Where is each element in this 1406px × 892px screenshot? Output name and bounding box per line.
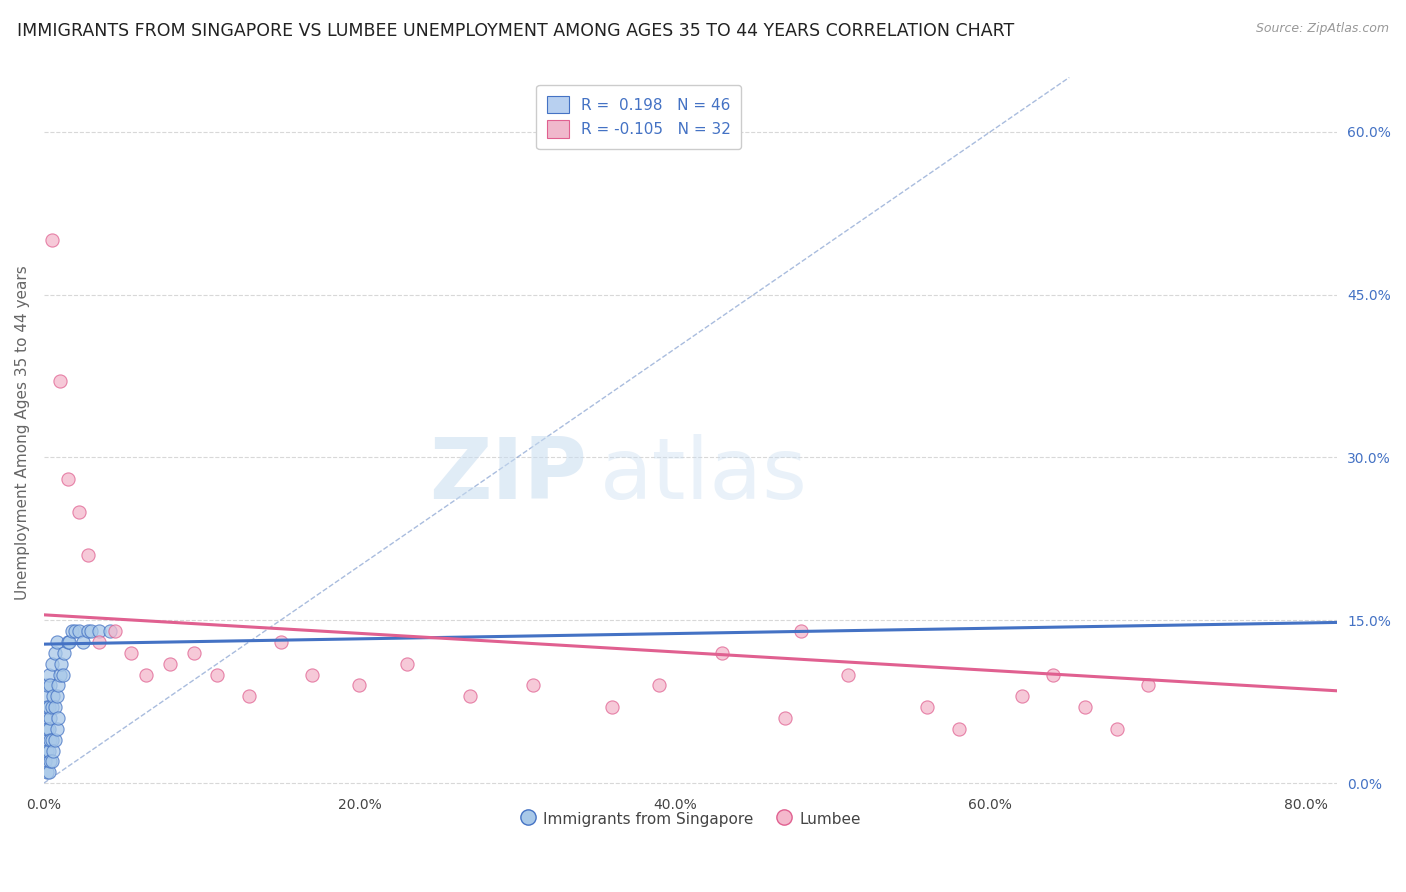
Point: [34, 690, 56, 704]
Point: [35, 765, 58, 780]
Point: [270, 635, 292, 649]
Point: [48, 375, 70, 389]
Point: [38, 700, 60, 714]
Point: [80, 624, 103, 639]
Point: [42, 743, 65, 757]
Point: [948, 722, 970, 736]
Point: [1137, 678, 1160, 692]
Point: [77, 548, 100, 562]
Point: [46, 711, 69, 725]
Point: [41, 700, 63, 714]
Point: [120, 646, 142, 660]
Point: [44, 700, 66, 714]
Point: [45, 635, 67, 649]
Point: [44, 732, 66, 747]
Point: [58, 635, 80, 649]
Point: [600, 700, 623, 714]
Point: [104, 624, 127, 639]
Point: [38, 765, 60, 780]
Point: [35, 743, 58, 757]
Point: [39, 755, 62, 769]
Point: [349, 678, 371, 692]
Point: [51, 657, 73, 671]
Y-axis label: Unemployment Among Ages 35 to 44 years: Unemployment Among Ages 35 to 44 years: [15, 266, 30, 600]
Point: [87, 635, 110, 649]
Point: [44, 646, 66, 660]
Point: [135, 667, 157, 681]
Point: [159, 657, 181, 671]
Point: [395, 657, 418, 671]
Point: [711, 646, 734, 660]
Point: [34, 732, 56, 747]
Point: [41, 233, 63, 247]
Point: [458, 690, 481, 704]
Point: [34, 711, 56, 725]
Point: [41, 732, 63, 747]
Point: [42, 690, 65, 704]
Point: [39, 711, 62, 725]
Point: [53, 646, 76, 660]
Point: [38, 722, 60, 736]
Point: [52, 667, 75, 681]
Point: [775, 711, 797, 725]
Point: [48, 667, 70, 681]
Point: [1074, 700, 1097, 714]
Point: [65, 624, 87, 639]
Point: [1105, 722, 1128, 736]
Point: [238, 690, 260, 704]
Text: atlas: atlas: [600, 434, 808, 517]
Point: [45, 722, 67, 736]
Point: [46, 678, 69, 692]
Legend: Immigrants from Singapore, Lumbee: Immigrants from Singapore, Lumbee: [515, 805, 868, 834]
Point: [917, 700, 939, 714]
Point: [45, 690, 67, 704]
Point: [98, 624, 121, 639]
Point: [183, 646, 205, 660]
Point: [39, 732, 62, 747]
Point: [1042, 667, 1064, 681]
Point: [301, 667, 323, 681]
Point: [56, 472, 79, 486]
Point: [41, 755, 63, 769]
Point: [56, 635, 79, 649]
Point: [41, 657, 63, 671]
Point: [790, 624, 813, 639]
Point: [207, 667, 229, 681]
Text: Source: ZipAtlas.com: Source: ZipAtlas.com: [1256, 22, 1389, 36]
Text: IMMIGRANTS FROM SINGAPORE VS LUMBEE UNEMPLOYMENT AMONG AGES 35 TO 44 YEARS CORRE: IMMIGRANTS FROM SINGAPORE VS LUMBEE UNEM…: [17, 22, 1014, 40]
Point: [35, 700, 58, 714]
Point: [67, 505, 90, 519]
Point: [87, 624, 110, 639]
Point: [35, 678, 58, 692]
Point: [1011, 690, 1033, 704]
Point: [837, 667, 859, 681]
Point: [35, 722, 58, 736]
Point: [522, 678, 544, 692]
Point: [72, 635, 94, 649]
Point: [39, 678, 62, 692]
Point: [67, 624, 90, 639]
Point: [38, 743, 60, 757]
Text: ZIP: ZIP: [429, 434, 588, 517]
Point: [77, 624, 100, 639]
Point: [38, 667, 60, 681]
Point: [648, 678, 671, 692]
Point: [60, 624, 83, 639]
Point: [34, 755, 56, 769]
